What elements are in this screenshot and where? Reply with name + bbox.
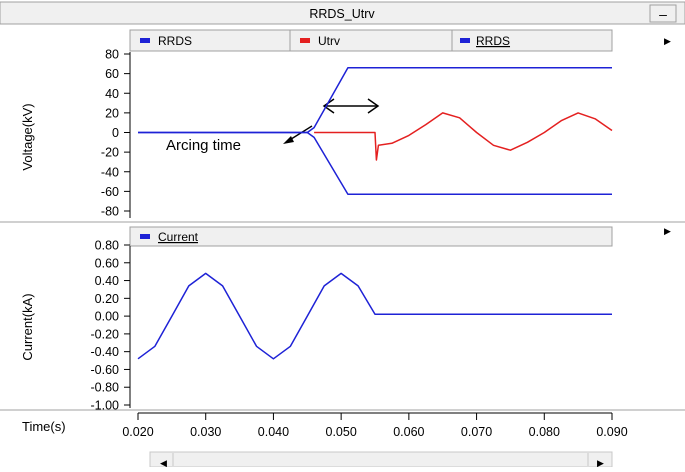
legend-label-rrds: RRDS [158,34,192,48]
legend-label-rrds-2: RRDS [476,34,510,48]
current-ytick-label: 0.80 [95,239,119,253]
current-ytick-label: 0.20 [95,292,119,306]
title-bar [0,1,685,25]
voltage-series-rrds-0 [138,66,612,134]
legend-swatch-utrv [300,38,310,43]
voltage-ytick-label: 80 [105,48,119,62]
current-series-current-0 [137,272,612,360]
x-tick-label: 0.030 [190,425,221,439]
voltage-ytick-label: 60 [105,67,119,81]
arcing-span-right-head [367,98,380,114]
x-tick-label: 0.080 [529,425,560,439]
voltage-ytick-label: -80 [101,205,119,219]
current-ytick-label: -0.20 [91,327,120,341]
horizontal-scrollbar[interactable] [149,451,613,468]
minimize-button[interactable] [649,4,677,23]
current-ytick-label: 0.00 [95,310,119,324]
current-ylabel: Current(kA) [20,293,35,360]
voltage-ytick-label: 40 [105,87,119,101]
voltage-series-rrds-1 [138,131,612,196]
current-ytick-label: -0.80 [91,381,120,395]
arcing-time-annotation: Arcing time [166,137,241,154]
arcing-span-left-head [322,98,335,114]
legend-swatch-rrds-2 [460,38,470,43]
current-ytick-label: -0.60 [91,363,120,377]
voltage-legend [129,29,613,52]
voltage-ytick-label: 20 [105,106,119,120]
current-ytick-label: 0.40 [95,274,119,288]
voltage-ytick-label: -60 [101,185,119,199]
x-tick-label: 0.090 [596,425,627,439]
x-tick-label: 0.040 [258,425,289,439]
legend-swatch-rrds [140,38,150,43]
scroll-left-icon[interactable]: ◀ [160,458,167,468]
scroll-right-icon[interactable]: ▶ [597,458,604,468]
current-plot: 0.80 0.60 0.40 0.20 0.00 -0.20 -0.40 -0.60 -0.80… [91,239,612,413]
window-title: RRDS_Utrv [309,7,375,21]
current-ytick-label: -1.00 [91,399,120,413]
current-legend [129,226,613,247]
x-tick-label: 0.050 [326,425,357,439]
voltage-ytick-label: 0 [112,126,119,140]
voltage-ytick-label: -20 [101,146,119,160]
time-axis: 0.020 0.030 0.040 0.050 0.060 0.070 0.080 0.090 [122,412,628,439]
voltage-ytick-label: -40 [101,165,119,179]
legend-swatch-current [140,234,150,239]
current-ytick-label: -0.40 [91,345,120,359]
voltage-ylabel: Voltage(kV) [20,103,35,170]
legend-label-utrv: Utrv [318,34,340,48]
x-tick-label: 0.020 [122,425,153,439]
legend-label-current: Current [158,230,199,244]
current-ytick-label: 0.60 [95,256,119,270]
x-axis-label: Time(s) [22,419,66,434]
minimize-icon: – [659,6,667,22]
voltage-series-utrv-2 [314,112,613,161]
x-tick-label: 0.070 [461,425,492,439]
voltage-plot: 80 60 40 20 0 -20 -40 -60 -80 [101,48,613,219]
x-tick-label: 0.060 [393,425,424,439]
arcing-pointer-head [283,136,294,144]
panel1-menu-icon[interactable]: ▶ [664,36,671,46]
panel2-menu-icon[interactable]: ▶ [664,226,671,236]
